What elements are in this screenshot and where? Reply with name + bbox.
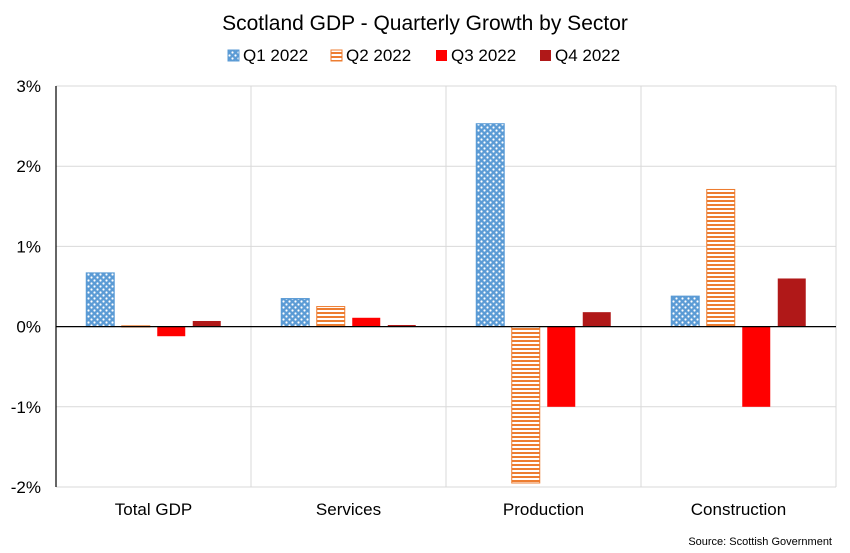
x-category-label: Total GDP <box>115 500 192 519</box>
legend-swatch <box>227 49 240 62</box>
bar <box>280 298 310 328</box>
legend-label: Q3 2022 <box>451 46 516 65</box>
legend-label: Q2 2022 <box>346 46 411 65</box>
bar <box>475 123 505 328</box>
y-axis-ticks: 3% 2% 1% 0% -1% -2% <box>11 77 41 497</box>
bar <box>316 306 346 328</box>
bar <box>352 317 381 327</box>
x-axis-categories: Total GDP Services Production Construction <box>115 500 786 519</box>
legend-swatch <box>436 50 447 61</box>
bar <box>777 278 806 327</box>
legend-swatch <box>330 49 343 62</box>
bar <box>157 326 186 337</box>
y-tick-label: -2% <box>11 478 41 497</box>
source-note: Source: Scottish Government <box>688 536 832 548</box>
chart-title: Scotland GDP - Quarterly Growth by Secto… <box>222 12 628 35</box>
bar <box>547 326 576 407</box>
bar <box>511 326 541 484</box>
legend-label: Q4 2022 <box>555 46 620 65</box>
legend-swatch <box>540 50 551 61</box>
y-tick-label: 1% <box>16 237 41 256</box>
x-category-label: Production <box>503 500 584 519</box>
legend-label: Q1 2022 <box>243 46 308 65</box>
bar <box>742 326 771 407</box>
bar <box>192 320 221 327</box>
y-tick-label: 2% <box>16 157 41 176</box>
bar <box>706 188 736 328</box>
y-tick-label: 3% <box>16 77 41 96</box>
x-category-label: Construction <box>691 500 786 519</box>
bar <box>387 324 416 327</box>
bar <box>582 312 611 327</box>
bar <box>670 295 700 328</box>
y-tick-label: 0% <box>16 318 41 337</box>
axes <box>55 86 836 487</box>
bars <box>85 123 806 484</box>
legend: Q1 2022 Q2 2022 Q3 2022 Q4 2022 <box>227 46 620 65</box>
bar <box>85 272 115 328</box>
y-tick-label: -1% <box>11 398 41 417</box>
x-category-label: Services <box>316 500 381 519</box>
